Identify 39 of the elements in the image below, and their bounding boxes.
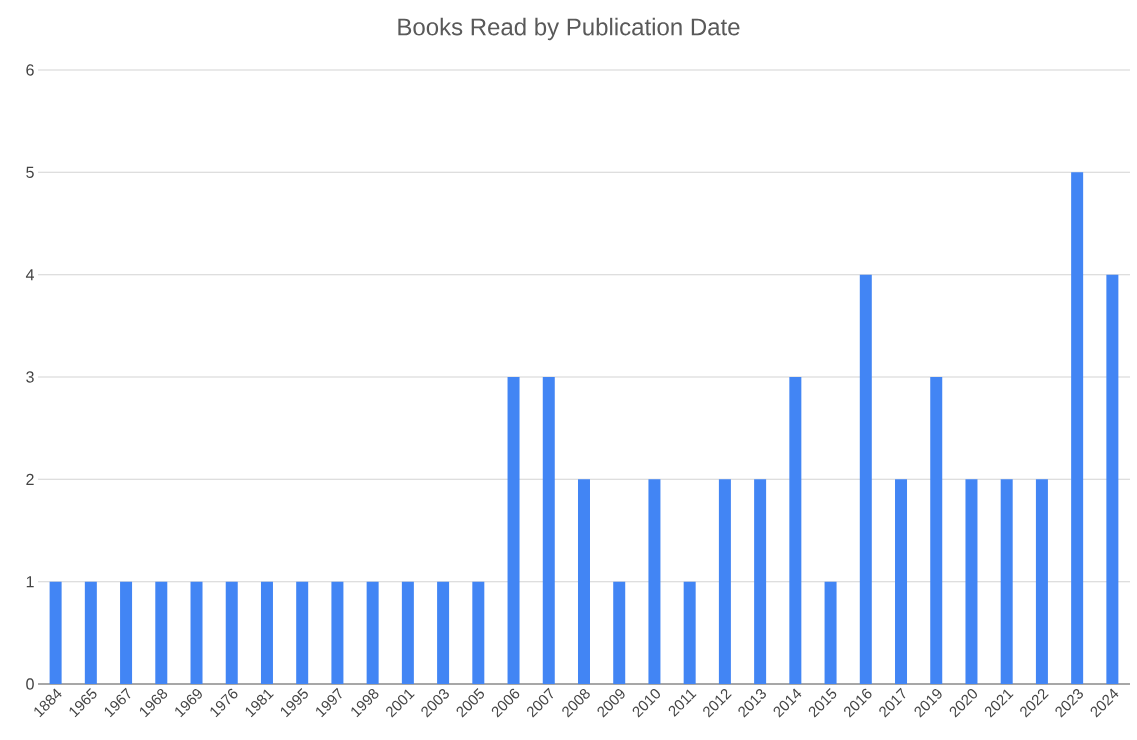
y-tick-label: 0 bbox=[26, 678, 34, 690]
bar bbox=[965, 479, 978, 684]
bar bbox=[683, 581, 696, 684]
bar bbox=[190, 581, 203, 684]
bar bbox=[789, 377, 802, 684]
y-tick-label: 1 bbox=[26, 576, 34, 588]
y-tick-label: 4 bbox=[25, 269, 34, 281]
y-tick-label: 5 bbox=[26, 166, 34, 178]
bar bbox=[225, 581, 238, 684]
bar bbox=[718, 479, 731, 684]
bar bbox=[859, 274, 872, 684]
bar bbox=[648, 479, 661, 684]
bar bbox=[1071, 172, 1084, 684]
y-tick-label: 6 bbox=[26, 64, 34, 76]
bar bbox=[120, 581, 133, 684]
bar bbox=[260, 581, 273, 684]
y-tick-label: 2 bbox=[26, 473, 34, 485]
bar bbox=[1035, 479, 1048, 684]
chart-title: Books Read by Publication Date bbox=[398, 17, 740, 41]
bar bbox=[542, 377, 555, 684]
bar bbox=[1106, 274, 1119, 684]
bar bbox=[472, 581, 485, 684]
bar bbox=[754, 479, 767, 684]
bar bbox=[155, 581, 168, 684]
y-tick-label: 3 bbox=[26, 371, 34, 383]
bar bbox=[507, 377, 520, 684]
bar bbox=[577, 479, 590, 684]
bar bbox=[49, 581, 62, 684]
bar bbox=[437, 581, 450, 684]
bar bbox=[296, 581, 309, 684]
bar bbox=[895, 479, 908, 684]
bar bbox=[366, 581, 379, 684]
bar bbox=[613, 581, 626, 684]
bar bbox=[824, 581, 837, 684]
bar bbox=[84, 581, 97, 684]
bar bbox=[930, 377, 943, 684]
bar bbox=[1000, 479, 1013, 684]
bar bbox=[331, 581, 344, 684]
bar bbox=[401, 581, 414, 684]
